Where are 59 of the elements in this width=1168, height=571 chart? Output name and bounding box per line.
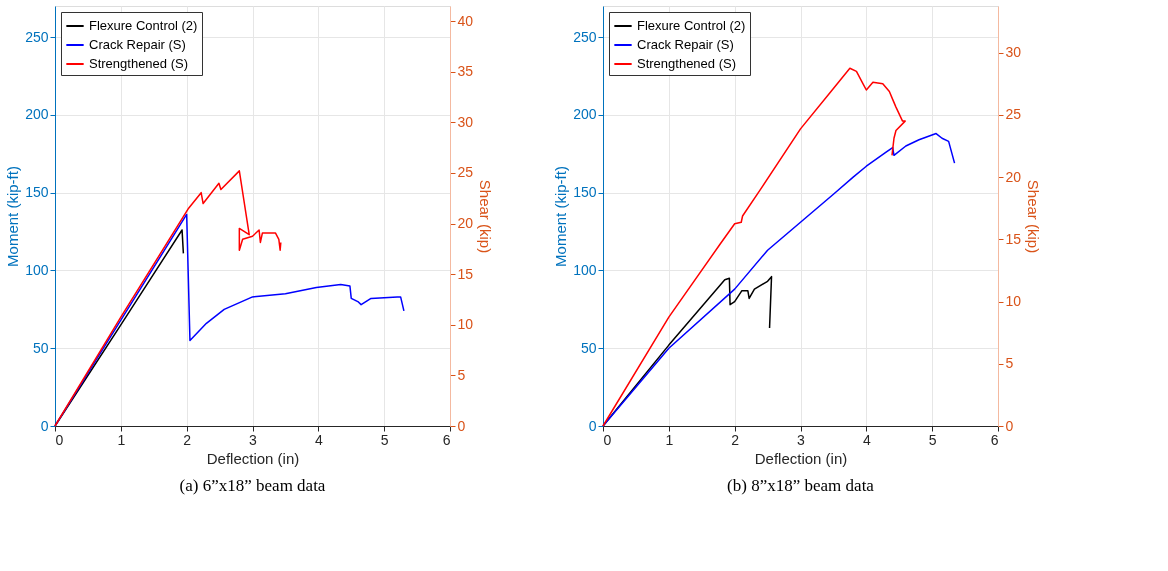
x-tick-label: 0 (55, 431, 64, 448)
x-tick-label: 2 (731, 431, 740, 448)
y-tick-label: 50 (32, 339, 49, 356)
y-axis-title: Moment (kip-ft) (4, 166, 22, 267)
y-tick-label: 0 (588, 417, 597, 434)
x-tick-label: 4 (314, 431, 323, 448)
x-tick-label: 5 (380, 431, 389, 448)
y2-tick-label: 15 (1005, 230, 1022, 247)
y-tick-label: 50 (580, 339, 597, 356)
text: (b) 8”x18” beam data (727, 476, 875, 495)
line-series (54, 229, 185, 427)
y2-tick-label: 5 (1005, 355, 1014, 372)
y-tick-label: 100 (573, 261, 597, 278)
legend-label: Crack Repair (S) (637, 37, 734, 52)
x-tick-label: 4 (862, 431, 871, 448)
y2-tick-label: 0 (457, 417, 466, 434)
y-tick-label: 100 (25, 261, 49, 278)
line-series (54, 170, 282, 427)
y-tick-label: 200 (573, 106, 597, 123)
legend-label: Crack Repair (S) (89, 37, 186, 52)
y-axis-title: Moment (kip-ft) (552, 166, 570, 267)
x-axis-title: Deflection (in) (206, 449, 300, 467)
x-tick-label: 1 (117, 431, 126, 448)
y-tick-label: 250 (573, 28, 597, 45)
x-tick-label: 0 (603, 431, 612, 448)
x-tick-label: 1 (665, 431, 674, 448)
y-tick-label: 200 (25, 106, 49, 123)
x-tick-label: 3 (249, 431, 258, 448)
y-tick-label: 250 (25, 28, 49, 45)
y2-tick-label: 15 (457, 265, 474, 282)
legend-label: Strengthened (S) (89, 56, 189, 71)
y2-axis-title: Shear (kip) (477, 179, 495, 254)
y2-tick-label: 40 (457, 12, 474, 29)
legend-label: Flexure Control (2) (637, 18, 746, 33)
x-tick-label: 6 (990, 431, 999, 448)
legend-label: Strengthened (S) (637, 56, 737, 71)
text: (a) 6”x18” beam data (179, 476, 326, 495)
y2-tick-label: 30 (1005, 44, 1022, 61)
x-tick-label: 5 (928, 431, 937, 448)
y2-tick-label: 25 (1005, 106, 1022, 123)
y2-tick-label: 30 (457, 113, 474, 130)
y-tick-label: 0 (40, 417, 49, 434)
x-axis-title: Deflection (in) (754, 449, 848, 467)
y2-tick-label: 10 (1005, 293, 1022, 310)
line-series (602, 132, 956, 427)
x-tick-label: 6 (442, 431, 451, 448)
y-tick-label: 150 (25, 184, 49, 201)
legend-label: Flexure Control (2) (89, 18, 198, 33)
y2-tick-label: 35 (457, 63, 474, 80)
y-tick-label: 150 (573, 184, 597, 201)
y2-tick-label: 0 (1005, 417, 1014, 434)
y2-tick-label: 25 (457, 164, 474, 181)
y2-tick-label: 20 (457, 215, 474, 232)
x-tick-label: 2 (183, 431, 192, 448)
y2-tick-label: 5 (457, 366, 466, 383)
y2-tick-label: 10 (457, 316, 474, 333)
x-tick-label: 3 (797, 431, 806, 448)
y2-axis-title: Shear (kip) (1025, 179, 1043, 254)
y2-tick-label: 20 (1005, 168, 1022, 185)
